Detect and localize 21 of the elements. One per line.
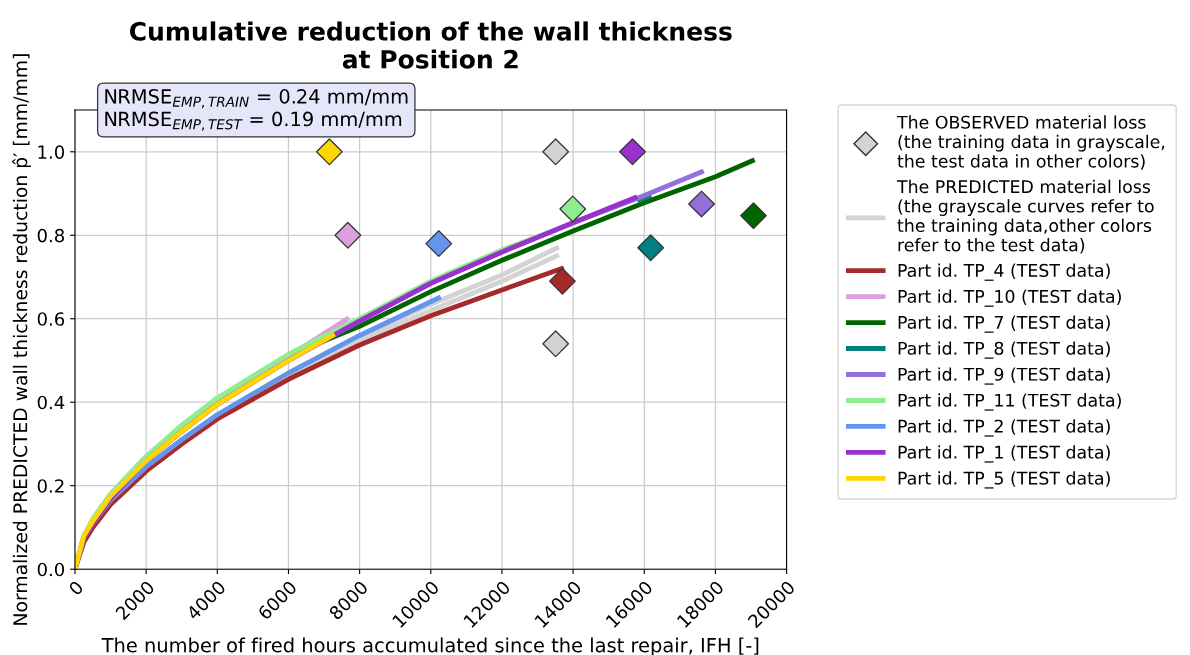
chart-title: Cumulative reduction of the wall thickness at Position 2 [129, 21, 732, 69]
legend-label: Part id. TP_7 (TEST data) [898, 315, 1110, 333]
legend-label: Part id. TP_9 (TEST data) [898, 367, 1110, 385]
legend-label: Part id. TP_5 (TEST data) [898, 471, 1110, 489]
legend-label: Part id. TP_11 (TEST data) [898, 393, 1121, 411]
y-tick-label: 0.2 [37, 479, 64, 493]
legend-label: The PREDICTED material loss (the grayscale curves refer to the training data,other colors refer to the test data) [896, 179, 1154, 254]
legend-label: Part id. TP_4 (TEST data) [898, 263, 1110, 281]
legend-label: Part id. TP_2 (TEST data) [898, 419, 1110, 437]
x-tick-label: 0 [67, 579, 84, 597]
y-tick-label: 1.0 [38, 145, 65, 159]
y-tick-label: 0.8 [37, 228, 65, 243]
y-axis-title: Normalized PREDICTED wall thickness reduction p̂′ [mm/mm] [12, 54, 31, 625]
legend-label: The OBSERVED material loss (the training data in grayscale, the test data in other colors) [896, 115, 1165, 170]
y-tick-label: 0.4 [37, 395, 65, 410]
text: NRMSE$_{EMP,TRAIN}$ = 0.24 mm/mm NRMSE$_{EMP,TEST}$ = 0.19 mm/mm [105, 89, 408, 131]
y-tick-label: 0.6 [37, 312, 65, 326]
legend-label: Part id. TP_1 (TEST data) [898, 445, 1110, 463]
y-tick-label: 0.0 [37, 562, 65, 577]
legend-label: Part id. TP_8 (TEST data) [898, 341, 1110, 359]
legend-label: Part id. TP_10 (TEST data) [898, 289, 1121, 307]
